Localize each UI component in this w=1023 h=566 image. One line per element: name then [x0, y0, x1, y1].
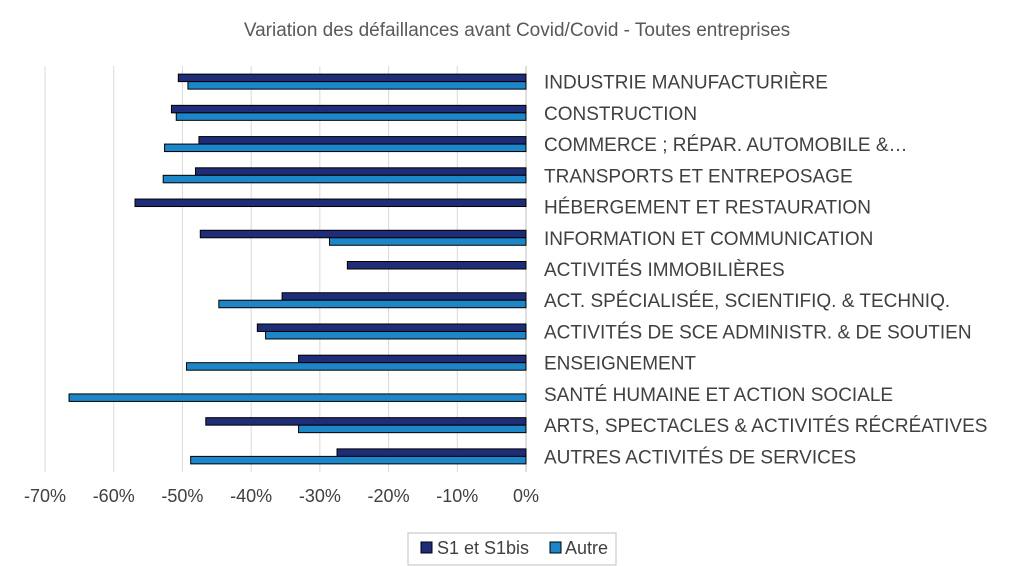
category-label-7: ACT. SPÉCIALISÉE, SCIENTIFIQ. & TECHNIQ. [544, 291, 950, 312]
x-axis-ticks: -70% -60% -50% -40% -30% -20% -10% 0% [24, 486, 539, 506]
category-label-0: INDUSTRIE MANUFACTURIÈRE [544, 73, 828, 94]
category-label-3: TRANSPORTS ET ENTREPOSAGE [544, 166, 853, 187]
legend-box [407, 532, 617, 566]
tick-label-5: -20% [368, 486, 410, 506]
bar-s1-3 [194, 167, 527, 176]
bar-s1-6 [346, 261, 527, 270]
bar-s1-4 [134, 198, 527, 208]
category-label-9: ENSEIGNEMENT [544, 354, 696, 375]
legend-swatch-0 [420, 541, 433, 554]
tick-label-6: -10% [436, 486, 478, 506]
bar-autre-8 [265, 330, 527, 340]
bar-s1-5 [199, 229, 527, 239]
category-label-2: COMMERCE ; RÉPAR. AUTOMOBILE &… [544, 135, 908, 156]
chart-title: Variation des défaillances avant Covid/C… [244, 20, 790, 41]
bar-autre-3 [162, 174, 527, 184]
bar-autre-11 [298, 424, 527, 434]
bar-s1-7 [281, 292, 527, 301]
bar-s1-11 [205, 417, 527, 426]
category-label-5: INFORMATION ET COMMUNICATION [544, 229, 873, 250]
tick-label-7: 0% [513, 486, 539, 506]
bar-autre-9 [186, 362, 527, 371]
tick-label-4: -30% [299, 486, 341, 506]
tick-label-0: -70% [24, 486, 66, 506]
bar-autre-0 [187, 81, 527, 90]
bars [68, 73, 527, 465]
bar-autre-12 [190, 455, 527, 465]
category-label-1: CONSTRUCTION [544, 104, 697, 125]
category-label-11: ARTS, SPECTACLES & ACTIVITÉS RÉCRÉATIVES [544, 416, 987, 437]
bar-autre-7 [218, 299, 527, 309]
category-label-12: AUTRES ACTIVITÉS DE SERVICES [544, 447, 856, 468]
bar-autre-10 [68, 393, 527, 402]
category-label-6: ACTIVITÉS IMMOBILIÈRES [544, 260, 785, 281]
legend-label-1: Autre [565, 538, 608, 558]
bar-s1-9 [298, 354, 527, 364]
legend: S1 et S1bis Autre [407, 532, 617, 566]
tick-label-3: -40% [230, 486, 272, 506]
tick-label-1: -60% [93, 486, 135, 506]
bar-s1-0 [177, 73, 527, 83]
bar-s1-12 [336, 448, 527, 457]
tick-label-2: -50% [161, 486, 203, 506]
category-label-8: ACTIVITÉS DE SCE ADMINISTR. & DE SOUTIEN [544, 322, 972, 343]
bar-s1-2 [198, 136, 527, 145]
bar-autre-2 [164, 143, 527, 153]
bar-s1-8 [256, 323, 527, 332]
bar-s1-1 [170, 104, 527, 114]
category-label-4: HÉBERGEMENT ET RESTAURATION [544, 198, 871, 219]
legend-label-0: S1 et S1bis [437, 538, 529, 558]
bar-autre-1 [175, 112, 527, 121]
bar-autre-5 [328, 237, 527, 246]
category-labels: INDUSTRIE MANUFACTURIÈRE CONSTRUCTION COMM… [544, 73, 987, 469]
legend-swatch-1 [549, 541, 562, 554]
category-label-10: SANTÉ HUMAINE ET ACTION SOCIALE [544, 385, 893, 406]
